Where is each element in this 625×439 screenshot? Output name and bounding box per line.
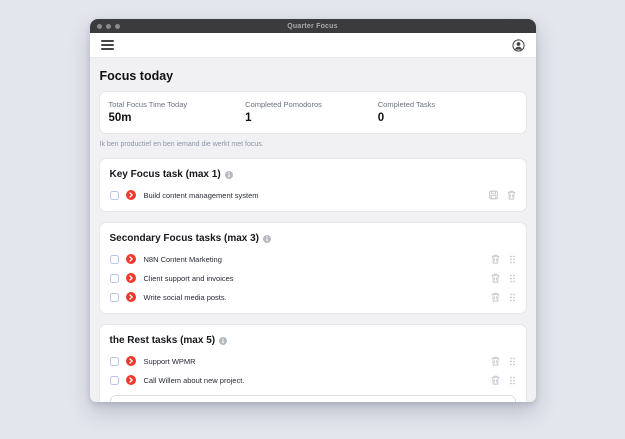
task-row: Write social media posts. [109, 291, 516, 303]
section-title: Key Focus task (max 1) [109, 169, 221, 180]
stat-value: 0 [377, 112, 385, 124]
trash-icon[interactable] [507, 190, 516, 200]
task-label: Write social media posts. [143, 292, 227, 302]
start-pomodoro-icon[interactable] [125, 356, 136, 366]
task-checkbox[interactable] [109, 190, 119, 200]
save-icon[interactable] [488, 190, 498, 200]
stat-total-focus-time: Total Focus Time Today 50m [109, 100, 246, 124]
account-icon[interactable] [511, 38, 525, 52]
trash-icon[interactable] [491, 375, 500, 385]
section-header: Secondary Focus tasks (max 3) [110, 233, 516, 244]
section-header: the Rest tasks (max 5) [110, 335, 516, 346]
section-header: Key Focus task (max 1) [110, 169, 516, 180]
task-label: Client support and invoices [143, 273, 234, 283]
start-pomodoro-icon[interactable] [125, 254, 136, 264]
task-checkbox[interactable] [109, 375, 119, 385]
task-row: Client support and invoices [109, 272, 516, 284]
start-pomodoro-icon[interactable] [125, 292, 136, 302]
section-secondary-focus: Secondary Focus tasks (max 3) N8N Conten… [98, 222, 527, 314]
task-checkbox[interactable] [109, 292, 119, 302]
window-minimize-button[interactable] [105, 23, 111, 29]
stat-label: Completed Pomodoros [245, 100, 322, 109]
info-icon[interactable] [224, 170, 233, 179]
task-checkbox[interactable] [109, 356, 119, 366]
info-icon[interactable] [263, 234, 272, 243]
section-title: Secondary Focus tasks (max 3) [109, 233, 260, 244]
window-close-button[interactable] [96, 23, 102, 29]
task-row: Support WPMR [109, 355, 516, 367]
task-row: N8N Content Marketing [109, 253, 516, 265]
task-checkbox[interactable] [109, 273, 119, 283]
app-toolbar [89, 33, 536, 58]
stat-value: 50m [108, 112, 132, 124]
task-label: N8N Content Marketing [143, 254, 222, 264]
drag-handle-icon[interactable] [509, 357, 516, 366]
main-content: Focus today Total Focus Time Today 50m C… [90, 58, 536, 402]
affirmation-quote: Ik ben productief en ben iemand die werk… [99, 141, 264, 148]
trash-icon[interactable] [491, 273, 500, 283]
task-label: Call Willem about new project. [143, 375, 245, 385]
task-row: Build content management system [109, 189, 516, 201]
add-new-task-input[interactable] [109, 395, 516, 402]
stat-completed-pomodoros: Completed Pomodoros 1 [245, 100, 378, 124]
app-window: Quarter Focus Focus today Total Focus Ti… [89, 19, 536, 402]
menu-icon[interactable] [100, 40, 114, 50]
section-rest-tasks: the Rest tasks (max 5) Support WPMR [98, 324, 527, 402]
section-key-focus: Key Focus task (max 1) Build content man… [98, 158, 527, 212]
start-pomodoro-icon[interactable] [125, 375, 136, 385]
window-titlebar: Quarter Focus [89, 19, 536, 33]
drag-handle-icon[interactable] [509, 376, 516, 385]
drag-handle-icon[interactable] [509, 255, 516, 264]
start-pomodoro-icon[interactable] [125, 273, 136, 283]
stat-completed-tasks: Completed Tasks 0 [378, 100, 517, 124]
window-title: Quarter Focus [287, 22, 338, 30]
trash-icon[interactable] [491, 356, 500, 366]
drag-handle-icon[interactable] [509, 274, 516, 283]
task-checkbox[interactable] [109, 254, 119, 264]
start-pomodoro-icon[interactable] [125, 190, 136, 200]
trash-icon[interactable] [491, 292, 500, 302]
drag-handle-icon[interactable] [509, 293, 516, 302]
page-title: Focus today [99, 69, 174, 83]
section-title: the Rest tasks (max 5) [109, 335, 216, 346]
trash-icon[interactable] [491, 254, 500, 264]
info-icon[interactable] [219, 336, 228, 345]
stat-value: 1 [245, 112, 252, 124]
stat-label: Total Focus Time Today [108, 100, 188, 109]
task-label: Support WPMR [143, 356, 196, 366]
task-row: Call Willem about new project. [109, 374, 516, 386]
window-controls[interactable] [96, 23, 120, 29]
task-label: Build content management system [143, 190, 259, 200]
window-zoom-button[interactable] [114, 23, 120, 29]
stats-card: Total Focus Time Today 50m Completed Pom… [98, 91, 527, 134]
stat-label: Completed Tasks [377, 100, 436, 109]
